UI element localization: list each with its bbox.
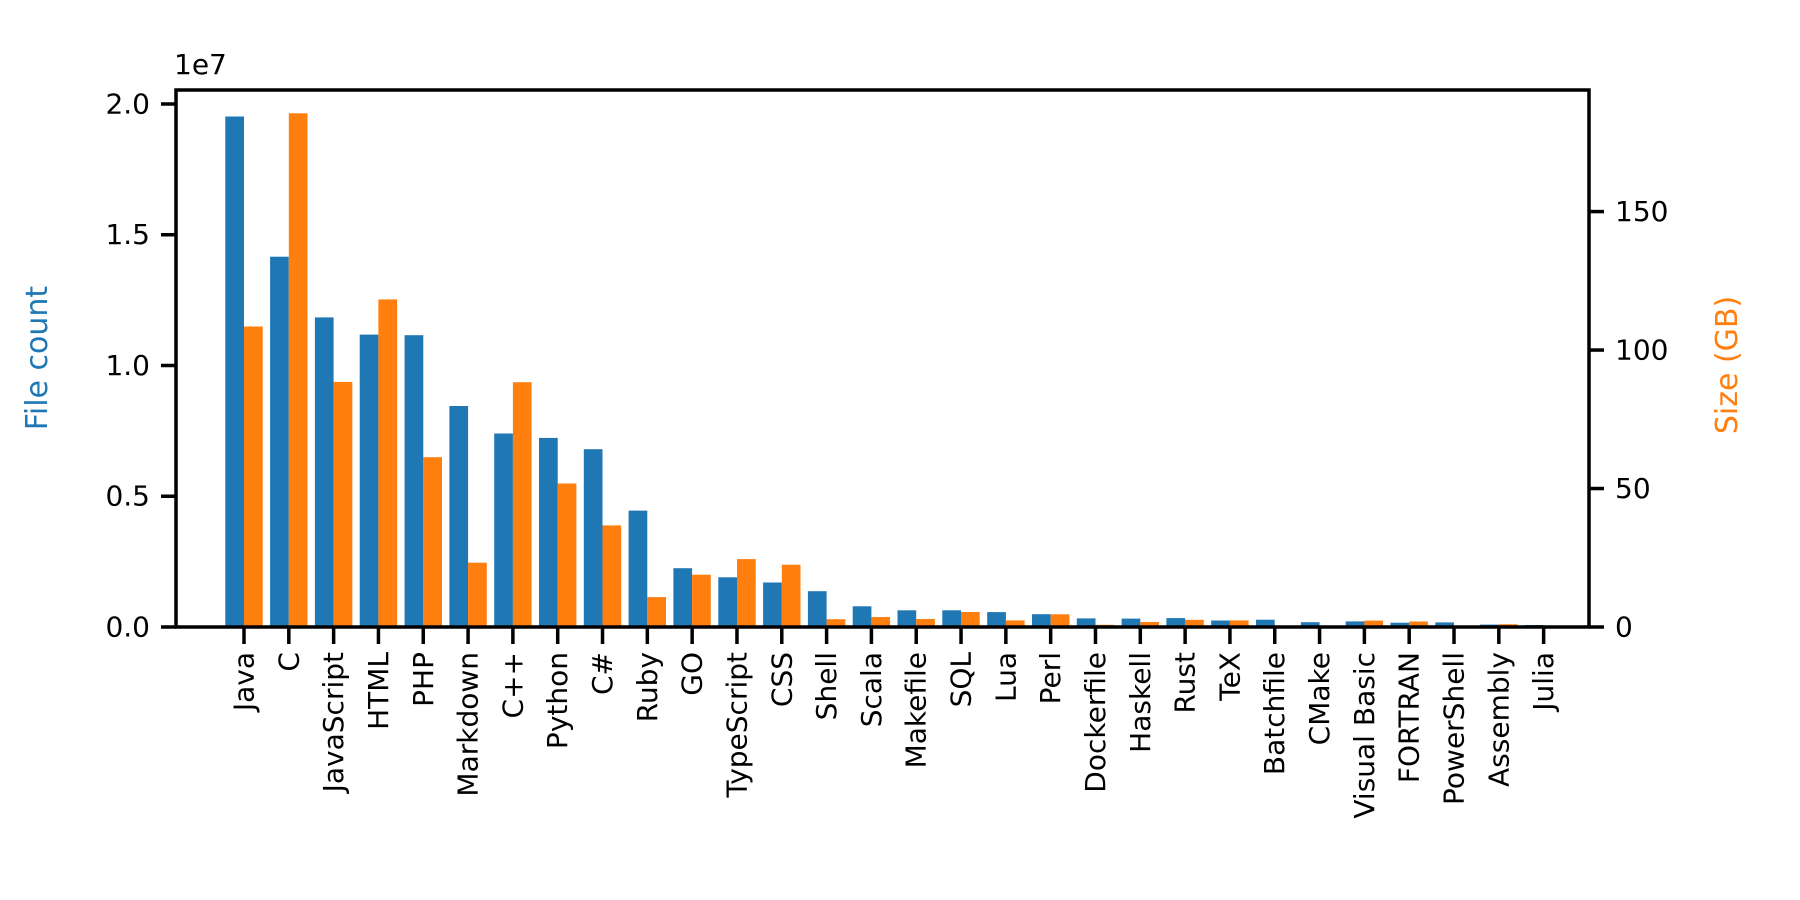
left-axis-title: File count xyxy=(20,286,55,431)
left-ytick-label: 1.5 xyxy=(105,218,150,251)
bar-size-javascript xyxy=(333,381,353,627)
bar-size-typescript xyxy=(737,559,756,627)
right-axis-title: Size (GB) xyxy=(1710,296,1745,434)
left-ytick-label: 1.0 xyxy=(105,349,150,382)
left-ytick-label: 0.5 xyxy=(105,480,150,513)
bar-size-ruby xyxy=(647,597,666,627)
xtick-label-sql: SQL xyxy=(945,652,978,708)
left-ytick-label: 0.0 xyxy=(105,611,150,644)
xtick-label-html: HTML xyxy=(362,652,395,730)
plot-border xyxy=(174,88,1591,629)
bar-size-css xyxy=(781,564,801,627)
bar-filecount-c xyxy=(270,256,289,627)
bar-size-java xyxy=(244,326,263,627)
bar-size-python xyxy=(557,483,577,627)
right-ytick-label: 150 xyxy=(1615,195,1668,228)
bar-filecount-html xyxy=(359,334,379,627)
xtick-label-cmake: CMake xyxy=(1303,652,1336,745)
xtick-label-c: C xyxy=(272,652,305,672)
xtick-label-visual-basic: Visual Basic xyxy=(1348,652,1381,819)
xtick-label-markdown: Markdown xyxy=(452,652,485,797)
bar-filecount-batchfile xyxy=(1256,619,1275,627)
xtick-label-css: CSS xyxy=(765,652,798,707)
xtick-label-batchfile: Batchfile xyxy=(1258,652,1291,775)
bar-filecount-typescript xyxy=(718,577,737,627)
bar-filecount-cmake xyxy=(1300,622,1320,627)
xtick-label-dockerfile: Dockerfile xyxy=(1079,652,1112,793)
right-ytick-label: 0 xyxy=(1615,611,1633,644)
xtick-label-makefile: Makefile xyxy=(900,652,933,768)
bar-size-makefile xyxy=(916,619,935,627)
bar-size-perl xyxy=(1050,614,1070,627)
bar-size-visual-basic xyxy=(1364,620,1384,627)
xtick-label-ruby: Ruby xyxy=(631,652,664,722)
bar-filecount-dockerfile xyxy=(1076,618,1096,627)
bar-size-php xyxy=(423,457,442,627)
bar-size-c xyxy=(602,525,622,627)
bar-size-shell xyxy=(826,619,846,627)
bar-filecount-css xyxy=(763,582,782,627)
bar-size-haskell xyxy=(1140,622,1159,627)
bar-filecount-c xyxy=(494,433,513,627)
right-ytick-label: 100 xyxy=(1615,334,1668,367)
bar-size-markdown xyxy=(468,562,487,627)
bar-size-lua xyxy=(1005,620,1025,627)
bars-layer xyxy=(225,113,1563,628)
xtick-label-powershell: PowerShell xyxy=(1438,652,1471,805)
bar-filecount-fortran xyxy=(1390,622,1410,627)
bar-filecount-haskell xyxy=(1121,618,1141,627)
bar-size-c xyxy=(288,113,308,628)
bar-size-rust xyxy=(1185,619,1204,627)
xtick-label-c: C++ xyxy=(496,652,529,718)
xtick-label-haskell: Haskell xyxy=(1124,652,1157,753)
xtick-label-php: PHP xyxy=(407,652,440,707)
xtick-label-c: C# xyxy=(586,652,619,695)
bar-size-fortran xyxy=(1409,621,1428,627)
bar-size-c xyxy=(512,382,532,627)
xtick-label-shell: Shell xyxy=(810,652,843,720)
bar-filecount-sql xyxy=(942,610,961,627)
y-axis-offset-text: 1e7 xyxy=(174,48,227,81)
bar-filecount-python xyxy=(539,437,558,627)
bar-size-sql xyxy=(961,612,980,627)
xtick-label-java: Java xyxy=(228,652,261,713)
bar-filecount-perl xyxy=(1032,614,1051,627)
bar-size-html xyxy=(378,299,398,627)
bar-filecount-java xyxy=(225,116,244,627)
axes-layer: 0.0 0.5 1.0 1.5 2.0 0 50 100 150 Java C JavaScript H… xyxy=(105,87,1668,818)
xtick-label-tex: TeX xyxy=(1213,652,1246,702)
xtick-label-rust: Rust xyxy=(1169,652,1202,714)
xtick-label-typescript: TypeScript xyxy=(721,652,754,799)
xtick-label-fortran: FORTRAN xyxy=(1393,652,1426,783)
bar-filecount-lua xyxy=(987,612,1006,627)
bar-size-scala xyxy=(871,617,891,627)
xtick-label-julia: Julia xyxy=(1527,652,1560,713)
xtick-label-javascript: JavaScript xyxy=(317,652,350,794)
bar-filecount-shell xyxy=(807,591,827,627)
xtick-label-scala: Scala xyxy=(855,652,888,727)
bar-filecount-rust xyxy=(1166,618,1186,627)
xtick-label-assembly: Assembly xyxy=(1482,652,1515,787)
bar-filecount-ruby xyxy=(628,510,648,627)
bar-filecount-makefile xyxy=(897,610,917,627)
bar-size-go xyxy=(692,574,711,627)
bar-filecount-c xyxy=(583,449,603,627)
xtick-label-lua: Lua xyxy=(989,652,1022,702)
bar-filecount-php xyxy=(404,335,424,627)
xtick-label-go: GO xyxy=(676,652,709,696)
bar-filecount-markdown xyxy=(449,406,469,627)
xtick-label-perl: Perl xyxy=(1034,652,1067,704)
bar-filecount-tex xyxy=(1211,620,1230,627)
right-ytick-label: 50 xyxy=(1615,472,1651,505)
bar-filecount-scala xyxy=(852,606,872,627)
xtick-label-python: Python xyxy=(541,652,574,749)
left-ytick-label: 2.0 xyxy=(105,87,150,120)
bar-filecount-javascript xyxy=(314,317,334,627)
bar-filecount-visual-basic xyxy=(1345,621,1365,627)
bar-filecount-go xyxy=(673,568,693,627)
bar-size-tex xyxy=(1229,620,1249,627)
bar-filecount-powershell xyxy=(1435,622,1454,627)
